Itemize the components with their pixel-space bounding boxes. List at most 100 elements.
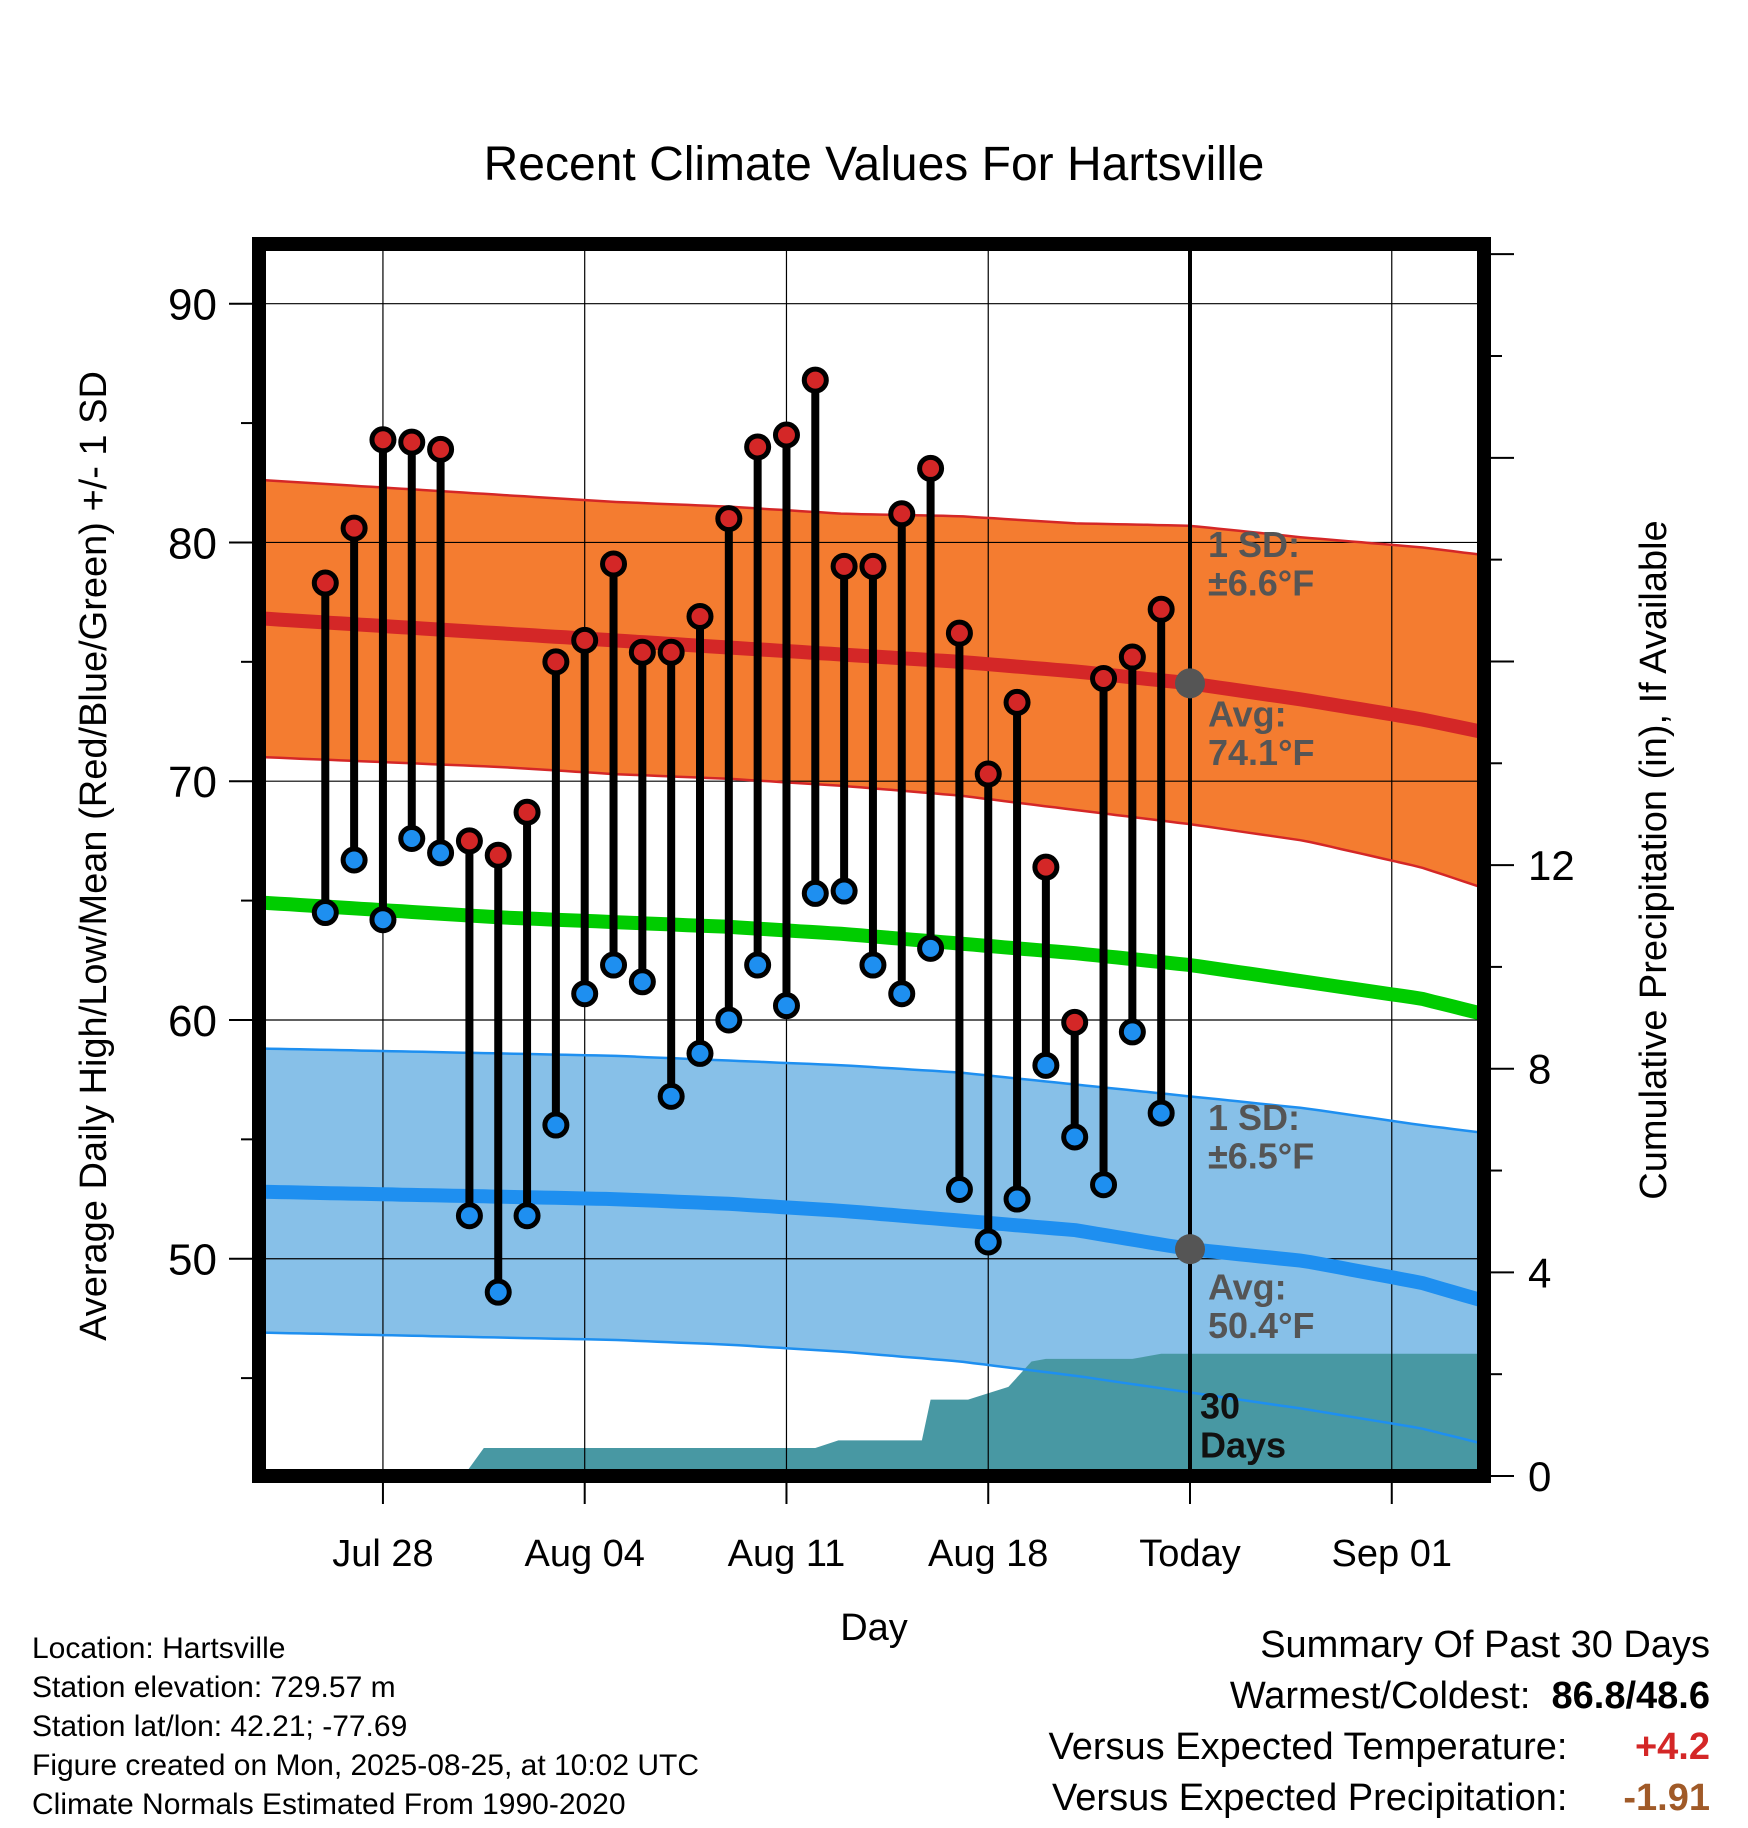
- summary-warm-cold-value: 86.8/48.6: [1551, 1675, 1710, 1717]
- daily-high-point: [542, 648, 570, 676]
- low-sd-band: [259, 1048, 1484, 1444]
- x-tick-label: Sep 01: [1332, 1533, 1452, 1575]
- daily-low-point: [772, 992, 800, 1020]
- info-created: Figure created on Mon, 2025-08-25, at 10…: [32, 1749, 700, 1782]
- low-avg-annotation: Avg: 50.4°F: [1208, 1266, 1314, 1346]
- daily-low-point: [427, 839, 455, 867]
- daily-low-point: [484, 1278, 512, 1306]
- summary-temp-label: Versus Expected Temperature:: [1048, 1726, 1568, 1768]
- daily-low-point: [657, 1082, 685, 1110]
- daily-low-point: [628, 968, 656, 996]
- daily-high-point: [628, 638, 656, 666]
- daily-low-point: [686, 1039, 714, 1067]
- precip-area: [259, 1353, 1484, 1476]
- y2-axis-label: Cumulative Precipitation (in), If Availa…: [1633, 520, 1675, 1199]
- daily-low-point: [571, 980, 599, 1008]
- daily-high-point: [945, 619, 973, 647]
- summary-warm-cold: Warmest/Coldest: 86.8/48.6: [1230, 1675, 1710, 1718]
- daily-high-point: [340, 514, 368, 542]
- daily-high-point: [657, 638, 685, 666]
- daily-high-point: [830, 552, 858, 580]
- high-avg-annotation: Avg: 74.1°F: [1208, 693, 1314, 773]
- daily-high-point: [715, 505, 743, 533]
- x-tick-label: Jul 28: [332, 1533, 433, 1575]
- daily-high-point: [398, 428, 426, 456]
- high-sd-annotation-line: 1 SD:: [1208, 524, 1300, 565]
- high-sd-annotation-line: ±6.6°F: [1208, 563, 1314, 604]
- y-tick-label: 80: [168, 519, 217, 568]
- low-avg-annotation-line: 50.4°F: [1208, 1305, 1314, 1346]
- daily-low-point: [859, 951, 887, 979]
- daily-high-point: [1147, 595, 1175, 623]
- today-low-marker: [1175, 1234, 1205, 1265]
- daily-high-point: [427, 435, 455, 463]
- summary-precip: Versus Expected Precipitation: -1.91: [1052, 1777, 1710, 1820]
- summary-warm-cold-label: Warmest/Coldest:: [1229, 1675, 1531, 1717]
- daily-low-point: [1090, 1171, 1118, 1199]
- x-tick-label: Aug 18: [928, 1533, 1048, 1575]
- low-sd-annotation-line: 1 SD:: [1208, 1097, 1300, 1138]
- daily-high-point: [311, 569, 339, 597]
- daily-low-point: [1118, 1018, 1146, 1046]
- precip-window-annotation: 30 Days: [1200, 1386, 1286, 1466]
- daily-high-point: [600, 550, 628, 578]
- daily-high-point: [744, 433, 772, 461]
- chart-title: Recent Climate Values For Hartsville: [484, 138, 1265, 191]
- daily-high-point: [772, 421, 800, 449]
- low-avg-annotation-line: Avg:: [1208, 1266, 1287, 1307]
- y-tick-label: 90: [168, 281, 217, 330]
- summary-temp-value: +4.2: [1634, 1726, 1710, 1768]
- daily-high-point: [369, 426, 397, 454]
- low-sd-annotation: 1 SD: ±6.5°F: [1208, 1097, 1314, 1177]
- y-tick-label: 50: [168, 1236, 217, 1285]
- x-tick-label: Today: [1139, 1533, 1240, 1575]
- daily-low-point: [1032, 1051, 1060, 1079]
- daily-high-point: [888, 500, 916, 528]
- daily-high-point: [513, 798, 541, 826]
- y2-tick-label: 4: [1528, 1249, 1551, 1296]
- daily-high-point: [1003, 688, 1031, 716]
- precip-window-annotation-line: Days: [1200, 1425, 1286, 1466]
- daily-low-point: [542, 1111, 570, 1139]
- high-sd-annotation: 1 SD: ±6.6°F: [1208, 524, 1314, 604]
- x-tick-label: Aug 11: [728, 1533, 846, 1575]
- daily-low-point: [398, 825, 426, 853]
- y2-tick-label: 0: [1528, 1453, 1551, 1500]
- daily-low-point: [1003, 1185, 1031, 1213]
- summary-precip-label: Versus Expected Precipitation:: [1052, 1777, 1568, 1819]
- daily-low-point: [455, 1202, 483, 1230]
- info-elevation: Station elevation: 729.57 m: [32, 1671, 396, 1704]
- y2-tick-label: 8: [1528, 1046, 1551, 1093]
- x-axis-label: Day: [840, 1607, 908, 1649]
- daily-high-point: [1118, 643, 1146, 671]
- daily-low-point: [974, 1228, 1002, 1256]
- daily-high-point: [974, 760, 1002, 788]
- daily-low-point: [311, 899, 339, 927]
- summary-temp: Versus Expected Temperature: +4.2: [1049, 1726, 1710, 1769]
- daily-low-point: [945, 1175, 973, 1203]
- daily-low-point: [888, 980, 916, 1008]
- daily-low-point: [369, 906, 397, 934]
- info-latlon: Station lat/lon: 42.21; -77.69: [32, 1710, 408, 1743]
- daily-high-point: [859, 552, 887, 580]
- daily-low-point: [715, 1006, 743, 1034]
- y2-tick-label: 12: [1528, 842, 1575, 889]
- daily-high-point: [686, 602, 714, 630]
- high-avg-annotation-line: Avg:: [1208, 693, 1287, 734]
- daily-low-point: [830, 877, 858, 905]
- daily-high-point: [484, 841, 512, 869]
- summary-heading: Summary Of Past 30 Days: [1260, 1624, 1710, 1666]
- y-tick-label: 60: [168, 997, 217, 1046]
- low-normal-line: [259, 1184, 1484, 1308]
- y-axis-label: Average Daily High/Low/Mean (Red/Blue/Gr…: [73, 371, 115, 1341]
- high-upper-line: [259, 478, 1484, 557]
- daily-low-point: [513, 1202, 541, 1230]
- daily-low-point: [801, 879, 829, 907]
- daily-high-point: [917, 454, 945, 482]
- daily-high-point: [1090, 665, 1118, 693]
- daily-low-point: [340, 846, 368, 874]
- daily-high-point: [1032, 853, 1060, 881]
